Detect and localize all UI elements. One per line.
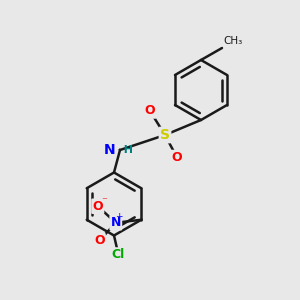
Text: S: S xyxy=(160,128,170,142)
Text: O: O xyxy=(92,200,103,213)
Text: ⁻: ⁻ xyxy=(101,196,107,206)
Text: H: H xyxy=(116,145,133,155)
Text: O: O xyxy=(145,104,155,118)
Text: O: O xyxy=(172,151,182,164)
Text: CH₃: CH₃ xyxy=(224,37,243,46)
Text: N: N xyxy=(111,216,121,229)
Text: O: O xyxy=(94,234,105,247)
Text: +: + xyxy=(115,212,122,221)
Text: Cl: Cl xyxy=(112,248,125,262)
Text: N: N xyxy=(104,143,116,157)
